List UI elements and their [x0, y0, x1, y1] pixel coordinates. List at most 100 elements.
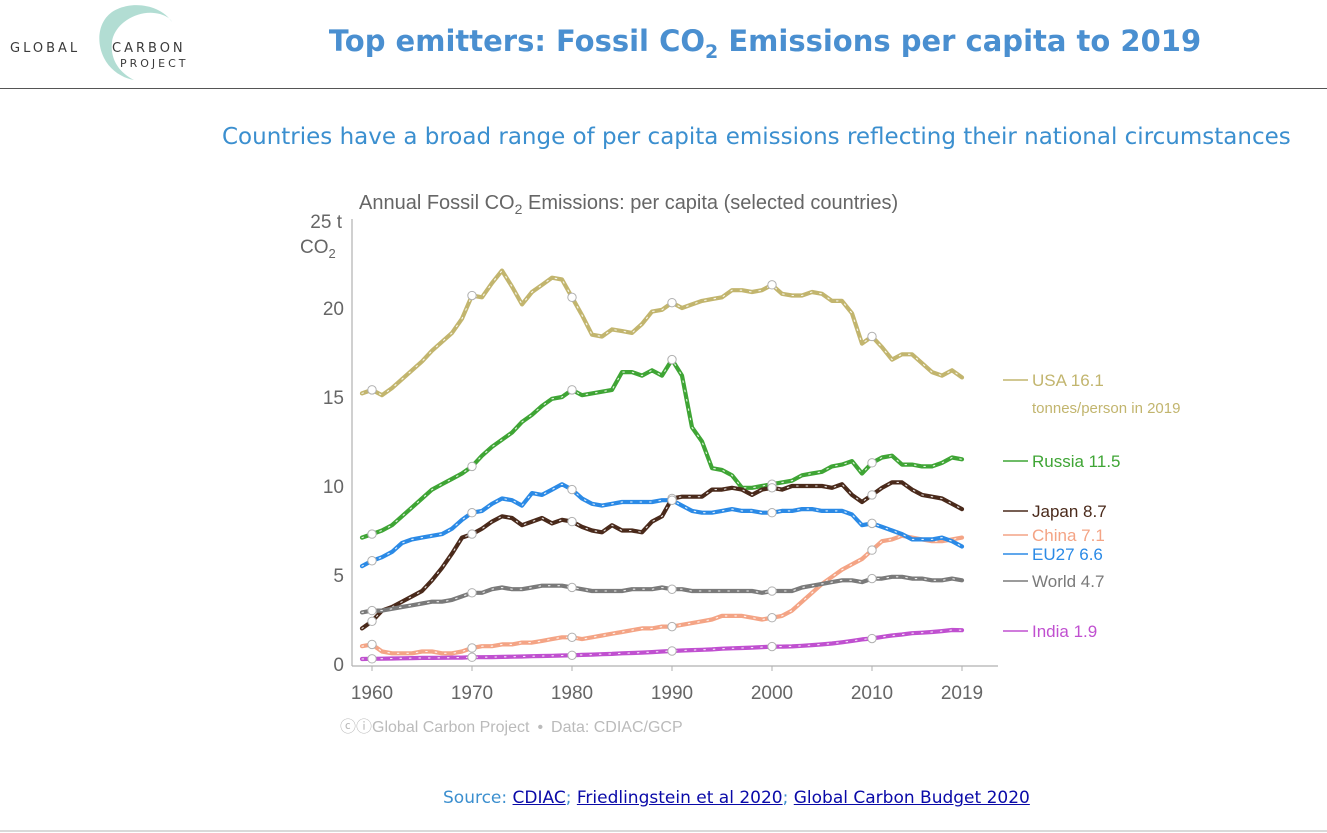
- series-dots-world: [361, 576, 963, 613]
- y-axis-ticks: 0 5 10 15 20: [323, 299, 344, 676]
- data-point-russia-1980: [567, 385, 577, 395]
- logo-word-project: PROJECT: [120, 57, 189, 70]
- global-carbon-project-logo: GLOBAL CARBON PROJECT: [10, 5, 189, 80]
- x-tick-label: 2019: [941, 683, 983, 704]
- data-point-eu27-1970: [467, 508, 477, 518]
- data-point-india-1960: [367, 654, 377, 664]
- data-point-china-1990: [667, 621, 677, 632]
- chart-footer-credit: Global Carbon Project: [372, 719, 530, 736]
- x-tick-label: 2010: [851, 683, 893, 704]
- data-point-japan-1970: [467, 529, 477, 539]
- logo-word-carbon: CARBON: [112, 41, 186, 56]
- chart-title: Annual Fossil CO2 Emissions: per capita …: [359, 192, 898, 217]
- data-point-japan-2010: [867, 490, 877, 500]
- y-tick-label: 20: [323, 299, 344, 320]
- x-tick-label: 1980: [551, 683, 593, 704]
- data-point-world-1970: [467, 588, 477, 598]
- footer-divider: [0, 830, 1327, 832]
- data-point-eu27-2000: [767, 508, 777, 518]
- data-point-china-2010: [867, 545, 877, 555]
- data-point-japan-1980: [567, 516, 577, 527]
- series-labels: USA 16.1 tonnes/person in 2019 Russia 11.5…: [1003, 371, 1180, 641]
- page-title: Top emitters: Fossil CO2 Emissions per c…: [260, 24, 1270, 63]
- page-title-subscript: 2: [705, 40, 719, 63]
- cc-license-icon: ⓒⓘ: [340, 718, 372, 736]
- data-point-india-2010: [867, 633, 877, 644]
- page-title-main: Top emitters: Fossil CO: [328, 24, 706, 58]
- series-line-japan: [359, 480, 965, 631]
- y-tick-label: 0: [333, 655, 344, 676]
- series-label-usa: USA 16.1: [1032, 371, 1104, 390]
- series-label-china: China 7.1: [1032, 526, 1105, 545]
- data-point-world-1980: [567, 582, 577, 593]
- series-lines: [359, 268, 965, 664]
- data-point-world-1960: [367, 605, 377, 616]
- data-point-usa-2010: [867, 331, 877, 342]
- y-tick-label: 5: [333, 566, 344, 587]
- slide-subtitle: Countries have a broad range of per capi…: [222, 124, 1291, 150]
- source-separator: ;: [565, 788, 577, 808]
- source-separator: ;: [782, 788, 794, 808]
- series-line-eu27: [359, 482, 965, 569]
- series-label-eu27: EU27 6.6: [1032, 545, 1103, 564]
- chart-footer-data: Data: CDIAC/GCP: [551, 719, 683, 736]
- series-dots-russia: [361, 358, 963, 539]
- series-label-world: World 4.7: [1032, 572, 1104, 591]
- chart-title-subscript: 2: [515, 201, 523, 217]
- header-divider: [0, 88, 1327, 89]
- x-axis-ticks: 1960 1970 1980 1990 2000 2010 2019: [351, 666, 983, 704]
- y-axis-unit-bottom: CO2: [300, 237, 336, 261]
- data-point-eu27-1960: [367, 556, 377, 566]
- data-point-china-1960: [367, 639, 377, 650]
- data-point-china-1980: [567, 632, 577, 642]
- page-title-end: Emissions per capita to 2019: [718, 24, 1202, 58]
- series-label-japan: Japan 8.7: [1032, 502, 1107, 521]
- source-line: Source: CDIAC; Friedlingstein et al 2020…: [443, 788, 1030, 808]
- series-dots-usa: [361, 269, 963, 396]
- data-point-russia-1960: [367, 529, 377, 539]
- data-point-usa-1990: [667, 297, 677, 308]
- x-tick-label: 1990: [651, 683, 693, 704]
- series-line-india: [359, 627, 965, 662]
- source-link-global-carbon-budget[interactable]: Global Carbon Budget 2020: [793, 788, 1030, 808]
- logo-word-global: GLOBAL: [10, 41, 80, 56]
- y-axis-unit-co: CO: [300, 237, 329, 258]
- data-point-india-1970: [467, 652, 477, 662]
- data-point-russia-1970: [467, 461, 477, 472]
- y-axis-unit-subscript: 2: [329, 246, 336, 261]
- y-tick-label: 10: [323, 477, 344, 498]
- data-point-japan-2000: [767, 483, 777, 493]
- data-point-japan-1960: [367, 616, 377, 626]
- data-point-world-1990: [667, 584, 677, 594]
- data-point-eu27-1980: [567, 484, 577, 495]
- data-point-china-2000: [767, 613, 777, 623]
- data-point-india-1980: [567, 650, 577, 660]
- source-link-friedlingstein[interactable]: Friedlingstein et al 2020: [576, 788, 783, 808]
- x-tick-label: 2000: [751, 683, 793, 704]
- data-point-usa-1980: [567, 292, 577, 303]
- source-link-cdiac[interactable]: CDIAC: [512, 788, 566, 808]
- chart-footer: ⓒⓘGlobal Carbon Project • Data: CDIAC/GCP: [340, 718, 683, 736]
- series-label-india: India 1.9: [1032, 622, 1097, 641]
- chart-footer-separator: •: [537, 719, 543, 736]
- x-tick-label: 1970: [451, 683, 493, 704]
- chart-title-end: Emissions: per capita (selected countrie…: [522, 192, 898, 214]
- data-point-india-1990: [667, 646, 677, 656]
- data-point-russia-2010: [867, 458, 877, 468]
- series-label-russia: Russia 11.5: [1032, 452, 1121, 471]
- series-label-note-usa: tonnes/person in 2019: [1032, 400, 1180, 417]
- data-point-world-2010: [867, 573, 877, 584]
- data-point-usa-1960: [367, 385, 377, 395]
- data-point-china-1970: [467, 643, 477, 653]
- logo-swoosh-icon: [99, 5, 172, 80]
- data-point-eu27-1990: [667, 495, 677, 505]
- data-point-eu27-2010: [867, 518, 877, 529]
- series-line-russia: [359, 357, 965, 540]
- series-dots-japan: [361, 481, 963, 629]
- y-axis-unit-top: 25 t: [310, 212, 342, 233]
- data-point-usa-2000: [767, 280, 777, 290]
- data-point-india-2000: [767, 641, 777, 652]
- x-tick-label: 1960: [351, 683, 393, 704]
- data-point-russia-1990: [667, 354, 677, 365]
